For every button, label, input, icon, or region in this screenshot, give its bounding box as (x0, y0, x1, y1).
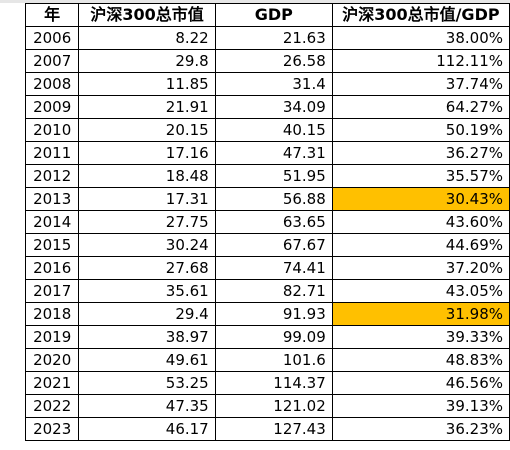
table-row: 2018 29.4 91.93 31.98% (24, 302, 510, 326)
cell-year[interactable]: 2023 (24, 417, 80, 441)
data-table: 年 沪深300总市值 GDP 沪深300总市值/GDP 2006 8.22 21.6… (24, 3, 510, 441)
table-body: 2006 8.22 21.63 38.00% 2007 29.8 26.58 112.11% 2… (24, 26, 510, 441)
header-gdp[interactable]: GDP (214, 3, 333, 27)
table-row: 2014 27.75 63.65 43.60% (24, 210, 510, 234)
cell-year[interactable]: 2017 (24, 279, 80, 303)
table-row: 2017 35.61 82.71 43.05% (24, 279, 510, 303)
header-cap-to-gdp-ratio[interactable]: 沪深300总市值/GDP (331, 3, 510, 27)
cell-gdp[interactable]: 34.09 (214, 95, 333, 119)
cell-gdp[interactable]: 56.88 (214, 187, 333, 211)
cell-csi300-market-cap[interactable]: 29.8 (78, 49, 216, 73)
cell-cap-to-gdp-ratio[interactable]: 36.23% (331, 417, 510, 441)
cell-gdp[interactable]: 26.58 (214, 49, 333, 73)
cell-csi300-market-cap[interactable]: 47.35 (78, 394, 216, 418)
cell-year[interactable]: 2013 (24, 187, 80, 211)
table-row: 2006 8.22 21.63 38.00% (24, 26, 510, 50)
table-row: 2023 46.17 127.43 36.23% (24, 417, 510, 441)
cell-cap-to-gdp-ratio[interactable]: 43.60% (331, 210, 510, 234)
cell-cap-to-gdp-ratio[interactable]: 39.33% (331, 325, 510, 349)
cell-csi300-market-cap[interactable]: 20.15 (78, 118, 216, 142)
cell-gdp[interactable]: 99.09 (214, 325, 333, 349)
cell-year[interactable]: 2019 (24, 325, 80, 349)
cell-cap-to-gdp-ratio[interactable]: 46.56% (331, 371, 510, 395)
table-row: 2008 11.85 31.4 37.74% (24, 72, 510, 96)
table-row: 2016 27.68 74.41 37.20% (24, 256, 510, 280)
cell-cap-to-gdp-ratio[interactable]: 31.98% (331, 302, 510, 326)
cell-gdp[interactable]: 47.31 (214, 141, 333, 165)
cell-cap-to-gdp-ratio[interactable]: 48.83% (331, 348, 510, 372)
cell-year[interactable]: 2022 (24, 394, 80, 418)
cell-csi300-market-cap[interactable]: 8.22 (78, 26, 216, 50)
cell-gdp[interactable]: 82.71 (214, 279, 333, 303)
cell-year[interactable]: 2016 (24, 256, 80, 280)
cell-year[interactable]: 2008 (24, 72, 80, 96)
cell-year[interactable]: 2009 (24, 95, 80, 119)
cell-csi300-market-cap[interactable]: 49.61 (78, 348, 216, 372)
cell-csi300-market-cap[interactable]: 53.25 (78, 371, 216, 395)
cell-year[interactable]: 2021 (24, 371, 80, 395)
cell-csi300-market-cap[interactable]: 38.97 (78, 325, 216, 349)
cell-cap-to-gdp-ratio[interactable]: 38.00% (331, 26, 510, 50)
cell-csi300-market-cap[interactable]: 18.48 (78, 164, 216, 188)
header-row: 年 沪深300总市值 GDP 沪深300总市值/GDP (24, 3, 510, 27)
cell-csi300-market-cap[interactable]: 17.16 (78, 141, 216, 165)
table-row: 2015 30.24 67.67 44.69% (24, 233, 510, 257)
cell-csi300-market-cap[interactable]: 27.68 (78, 256, 216, 280)
cell-gdp[interactable]: 91.93 (214, 302, 333, 326)
cell-gdp[interactable]: 63.65 (214, 210, 333, 234)
cell-year[interactable]: 2011 (24, 141, 80, 165)
table-row: 2020 49.61 101.6 48.83% (24, 348, 510, 372)
cell-year[interactable]: 2014 (24, 210, 80, 234)
cell-gdp[interactable]: 127.43 (214, 417, 333, 441)
cell-csi300-market-cap[interactable]: 35.61 (78, 279, 216, 303)
cell-year[interactable]: 2015 (24, 233, 80, 257)
cell-gdp[interactable]: 67.67 (214, 233, 333, 257)
cell-year[interactable]: 2010 (24, 118, 80, 142)
cell-cap-to-gdp-ratio[interactable]: 43.05% (331, 279, 510, 303)
cell-csi300-market-cap[interactable]: 30.24 (78, 233, 216, 257)
table-row: 2010 20.15 40.15 50.19% (24, 118, 510, 142)
cell-gdp[interactable]: 40.15 (214, 118, 333, 142)
cell-gdp[interactable]: 101.6 (214, 348, 333, 372)
cell-year[interactable]: 2020 (24, 348, 80, 372)
table-row: 2021 53.25 114.37 46.56% (24, 371, 510, 395)
table-row: 2012 18.48 51.95 35.57% (24, 164, 510, 188)
cell-csi300-market-cap[interactable]: 17.31 (78, 187, 216, 211)
cell-year[interactable]: 2007 (24, 49, 80, 73)
cell-csi300-market-cap[interactable]: 11.85 (78, 72, 216, 96)
cell-cap-to-gdp-ratio[interactable]: 30.43% (331, 187, 510, 211)
cell-cap-to-gdp-ratio[interactable]: 37.20% (331, 256, 510, 280)
cell-gdp[interactable]: 114.37 (214, 371, 333, 395)
cell-cap-to-gdp-ratio[interactable]: 112.11% (331, 49, 510, 73)
table-row: 2013 17.31 56.88 30.43% (24, 187, 510, 211)
cell-csi300-market-cap[interactable]: 29.4 (78, 302, 216, 326)
cell-cap-to-gdp-ratio[interactable]: 36.27% (331, 141, 510, 165)
cell-gdp[interactable]: 51.95 (214, 164, 333, 188)
cell-year[interactable]: 2006 (24, 26, 80, 50)
cell-gdp[interactable]: 74.41 (214, 256, 333, 280)
cell-csi300-market-cap[interactable]: 21.91 (78, 95, 216, 119)
table-row: 2022 47.35 121.02 39.13% (24, 394, 510, 418)
cell-cap-to-gdp-ratio[interactable]: 50.19% (331, 118, 510, 142)
cell-cap-to-gdp-ratio[interactable]: 37.74% (331, 72, 510, 96)
cell-cap-to-gdp-ratio[interactable]: 39.13% (331, 394, 510, 418)
table-row: 2011 17.16 47.31 36.27% (24, 141, 510, 165)
cell-gdp[interactable]: 31.4 (214, 72, 333, 96)
table-row: 2007 29.8 26.58 112.11% (24, 49, 510, 73)
cell-cap-to-gdp-ratio[interactable]: 64.27% (331, 95, 510, 119)
header-csi300-market-cap[interactable]: 沪深300总市值 (78, 3, 216, 27)
table-row: 2019 38.97 99.09 39.33% (24, 325, 510, 349)
cell-csi300-market-cap[interactable]: 46.17 (78, 417, 216, 441)
top-strip (0, 0, 510, 3)
cell-year[interactable]: 2012 (24, 164, 80, 188)
cell-gdp[interactable]: 21.63 (214, 26, 333, 50)
cell-csi300-market-cap[interactable]: 27.75 (78, 210, 216, 234)
table-row: 2009 21.91 34.09 64.27% (24, 95, 510, 119)
cell-cap-to-gdp-ratio[interactable]: 35.57% (331, 164, 510, 188)
cell-gdp[interactable]: 121.02 (214, 394, 333, 418)
cell-year[interactable]: 2018 (24, 302, 80, 326)
cell-cap-to-gdp-ratio[interactable]: 44.69% (331, 233, 510, 257)
header-year[interactable]: 年 (24, 3, 80, 27)
